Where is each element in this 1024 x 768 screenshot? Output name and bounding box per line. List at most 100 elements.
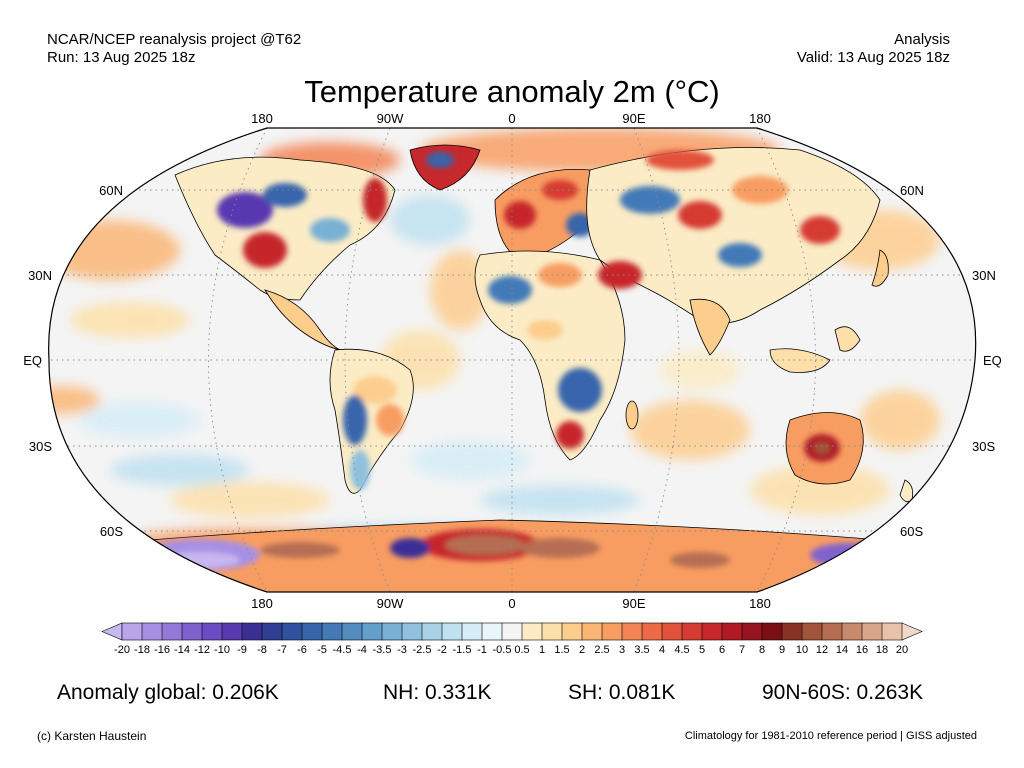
colorbar-tick-label: -7 <box>277 644 287 656</box>
colorbar-tick-label: -1 <box>477 644 487 656</box>
colorbar-swatch <box>581 622 603 641</box>
colorbar-tick-label: 0.5 <box>514 644 529 656</box>
colorbar-tick-label: -5 <box>317 644 327 656</box>
stat-global-anomaly: Anomaly global: 0.206K <box>57 681 279 704</box>
colorbar-tick-label: -1.5 <box>453 644 472 656</box>
globe-map <box>48 127 977 593</box>
lat-label-left-eq: EQ <box>23 353 42 368</box>
colorbar-tick-label: 10 <box>796 644 808 656</box>
colorbar-tick-label: 2.5 <box>594 644 609 656</box>
lon-label-top-0: 0 <box>508 111 515 126</box>
colorbar-swatch <box>261 622 283 641</box>
colorbar-swatch <box>721 622 743 641</box>
colorbar-swatch <box>401 622 423 641</box>
lon-label-top-90w: 90W <box>377 111 404 126</box>
colorbar-tick-label: 18 <box>876 644 888 656</box>
lat-label-right-30s: 30S <box>972 439 995 454</box>
colorbar-swatch <box>601 622 623 641</box>
lon-label-top-180e: 180 <box>749 111 771 126</box>
lon-label-top-180w: 180 <box>251 111 273 126</box>
colorbar-end-low <box>101 622 123 641</box>
colorbar-swatch <box>621 622 643 641</box>
colorbar-swatch <box>441 622 463 641</box>
colorbar-swatch <box>861 622 883 641</box>
colorbar-swatch <box>481 622 503 641</box>
colorbar-tick-label: -8 <box>257 644 267 656</box>
colorbar-tick-label: 3 <box>619 644 625 656</box>
lat-label-left-30n: 30N <box>28 268 52 283</box>
lat-label-left-30s: 30S <box>29 439 52 454</box>
lon-label-bottom-90w: 90W <box>377 596 404 611</box>
colorbar-swatch <box>341 622 363 641</box>
colorbar-tick-label: -16 <box>154 644 170 656</box>
lat-label-right-60s: 60S <box>900 524 923 539</box>
valid-label: Valid: 13 Aug 2025 18z <box>796 49 950 66</box>
lat-label-right-30n: 30N <box>972 268 996 283</box>
colorbar-tick-label: 14 <box>836 644 848 656</box>
colorbar-tick-label: 6 <box>719 644 725 656</box>
lon-label-bottom-0: 0 <box>508 596 515 611</box>
colorbar-tick-label: 1 <box>539 644 545 656</box>
map-title: Temperature anomaly 2m (°C) <box>304 74 720 109</box>
colorbar-tick-label: 7 <box>739 644 745 656</box>
land-areas <box>99 144 942 592</box>
colorbar-tick-label: 12 <box>816 644 828 656</box>
copyright-credit: (c) Karsten Haustein <box>37 729 147 743</box>
colorbar-swatch <box>541 622 563 641</box>
colorbar-swatch <box>361 622 383 641</box>
lat-label-right-eq: EQ <box>983 353 1002 368</box>
colorbar-swatch <box>281 622 303 641</box>
colorbar-swatch <box>381 622 403 641</box>
colorbar-tick-label: 9 <box>779 644 785 656</box>
longitude-labels-bottom: 180 90W 0 90E 180 <box>251 596 771 611</box>
colorbar-tick-label: -2.5 <box>413 644 432 656</box>
lon-label-top-90e: 90E <box>622 111 645 126</box>
colorbar-tick-label: -12 <box>194 644 210 656</box>
colorbar-tick-label: -9 <box>237 644 247 656</box>
colorbar-swatch <box>521 622 543 641</box>
colorbar-tick-label: -10 <box>214 644 230 656</box>
colorbar-swatch <box>681 622 703 641</box>
colorbar-tick-label: -3.5 <box>373 644 392 656</box>
colorbar-tick-label: -4 <box>357 644 367 656</box>
lat-label-left-60s: 60S <box>100 524 123 539</box>
colorbar-end-high <box>901 622 923 641</box>
colorbar-swatch <box>821 622 843 641</box>
colorbar-swatch <box>301 622 323 641</box>
colorbar-swatch <box>201 622 223 641</box>
colorbar-swatch <box>141 622 163 641</box>
colorbar: -20 -18 -16 -14 -12 -10 -9 -8 -7 -6 -5 -4.5 -4 -3.5 -3… <box>101 622 923 656</box>
colorbar-tick-label: 2 <box>579 644 585 656</box>
colorbar-swatch <box>501 622 523 641</box>
lat-label-left-60n: 60N <box>99 183 123 198</box>
colorbar-tick-label: -18 <box>134 644 150 656</box>
graticule <box>48 128 976 592</box>
header-right: Analysis Valid: 13 Aug 2025 18z <box>797 31 950 67</box>
lon-label-bottom-180e: 180 <box>749 596 771 611</box>
colorbar-swatch <box>161 622 183 641</box>
colorbar-tick-label: -6 <box>297 644 307 656</box>
colorbar-tick-label: 4 <box>659 644 665 656</box>
lon-label-bottom-180w: 180 <box>251 596 273 611</box>
anomaly-field <box>48 128 976 592</box>
latitude-labels-left: 60N 30N EQ 30S 60S <box>23 183 123 539</box>
run-label: Run: 13 Aug 2025 18z <box>47 49 196 66</box>
colorbar-tick-label: -0.5 <box>493 644 512 656</box>
climatology-note: Climatology for 1981-2010 reference peri… <box>684 730 977 742</box>
stat-sh-anomaly: SH: 0.081K <box>568 681 676 704</box>
colorbar-swatch <box>761 622 783 641</box>
colorbar-tick-label: -14 <box>174 644 190 656</box>
colorbar-swatch <box>421 622 443 641</box>
colorbar-tick-label: 16 <box>856 644 868 656</box>
colorbar-tick-label: -4.5 <box>333 644 352 656</box>
colorbar-swatch <box>841 622 863 641</box>
colorbar-swatch <box>181 622 203 641</box>
colorbar-swatch <box>661 622 683 641</box>
colorbar-swatch <box>701 622 723 641</box>
colorbar-swatch <box>881 622 903 641</box>
colorbar-swatch <box>221 622 243 641</box>
lon-label-bottom-90e: 90E <box>622 596 645 611</box>
colorbar-swatch <box>781 622 803 641</box>
colorbar-tick-label: -20 <box>114 644 130 656</box>
